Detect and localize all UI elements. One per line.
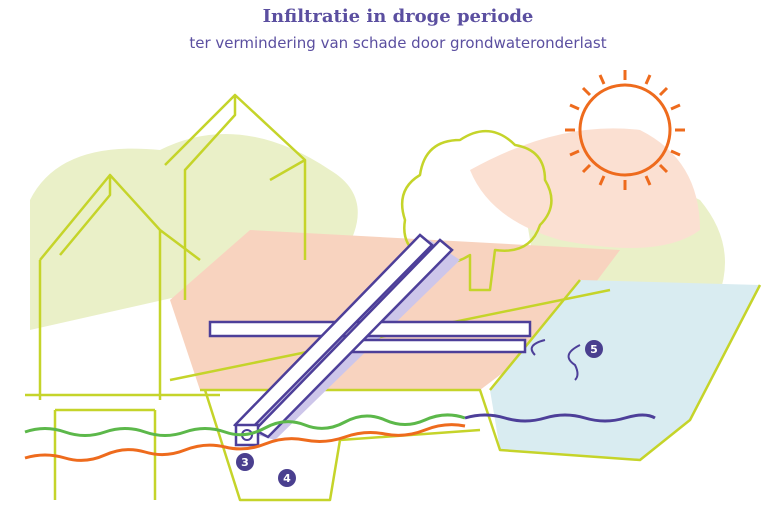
marker-label: 3 <box>241 456 249 469</box>
illustration: Infiltratie in droge periode ter vermind… <box>0 0 770 526</box>
subtitle: ter vermindering van schade door grondwa… <box>189 34 606 52</box>
marker-label: 4 <box>283 472 291 485</box>
marker-label: 5 <box>590 343 598 356</box>
title: Infiltratie in droge periode <box>263 6 534 27</box>
